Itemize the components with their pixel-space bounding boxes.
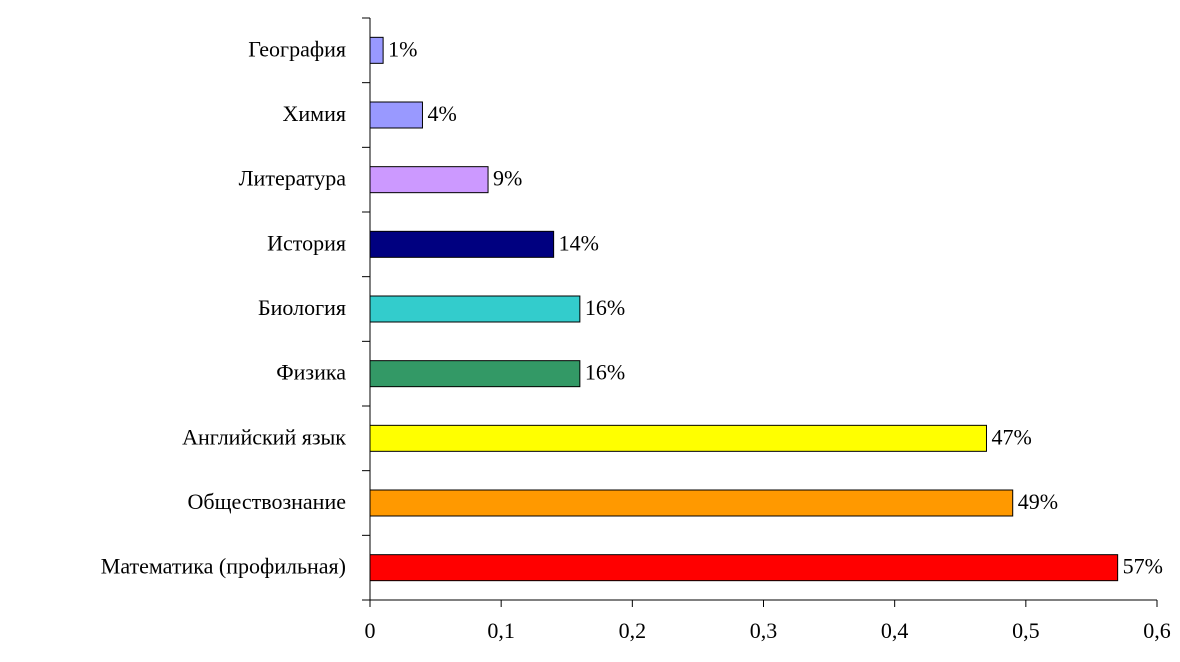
y-tick-label: Биология — [258, 295, 346, 320]
value-label: 14% — [559, 230, 599, 255]
value-label: 1% — [388, 36, 417, 61]
y-tick-label: Английский язык — [182, 424, 346, 449]
value-label: 49% — [1018, 489, 1058, 514]
bar — [369, 489, 1014, 517]
bar — [369, 101, 423, 129]
y-tick-label: Химия — [283, 101, 346, 126]
y-tick-label: Обществознание — [188, 489, 347, 514]
y-tick-label: Литература — [239, 166, 347, 191]
x-tick-label: 0,4 — [881, 618, 909, 643]
value-label: 57% — [1123, 554, 1163, 579]
x-tick-label: 0,6 — [1143, 618, 1171, 643]
x-tick-label: 0 — [365, 618, 376, 643]
bar — [369, 36, 384, 64]
x-tick-label: 0,1 — [487, 618, 515, 643]
bar — [369, 554, 1119, 582]
bar — [369, 166, 489, 194]
bar — [369, 295, 581, 323]
value-label: 16% — [585, 360, 625, 385]
value-label: 16% — [585, 295, 625, 320]
y-tick-label: История — [267, 230, 346, 255]
value-label: 47% — [991, 424, 1031, 449]
x-tick-label: 0,2 — [619, 618, 647, 643]
bar — [369, 360, 581, 388]
y-tick-label: Физика — [276, 360, 346, 385]
value-label: 4% — [427, 101, 456, 126]
bar — [369, 424, 987, 452]
value-label: 9% — [493, 166, 522, 191]
y-tick-label: География — [248, 36, 346, 61]
x-tick-label: 0,5 — [1012, 618, 1040, 643]
x-tick-label: 0,3 — [750, 618, 778, 643]
bar — [369, 230, 555, 258]
y-tick-label: Математика (профильная) — [101, 554, 346, 579]
